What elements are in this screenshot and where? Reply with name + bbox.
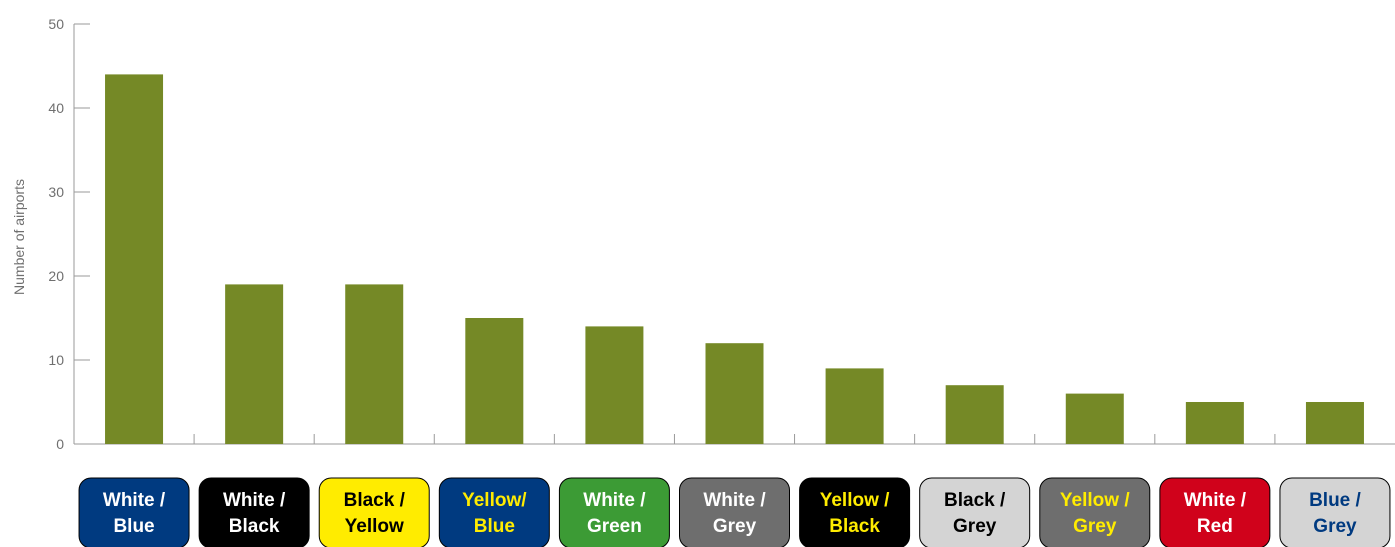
category-badge <box>558 477 670 547</box>
category-label-text: Red <box>1197 516 1233 537</box>
category-label-text: White / <box>103 490 166 511</box>
bar <box>1305 402 1364 444</box>
category-label-text: Grey <box>1073 516 1117 537</box>
category-label: White / Red <box>1159 477 1271 547</box>
category-label-text: Blue <box>474 516 515 537</box>
y-axis-label: Number of airports <box>11 179 27 295</box>
bar <box>105 74 164 445</box>
category-label-text: Yellow/ <box>462 490 527 511</box>
category-labels: White / Blue White / Black Black / Yellow Yell… <box>78 477 1391 547</box>
y-tick-label: 20 <box>48 268 64 284</box>
category-label-text: Grey <box>1313 516 1357 537</box>
category-label-text: Grey <box>953 516 997 537</box>
bar <box>1065 393 1124 444</box>
category-label: Black / Yellow <box>318 477 430 547</box>
category-badge <box>919 477 1031 547</box>
category-label-text: White / <box>1184 490 1247 511</box>
category-label: Yellow/Blue <box>438 477 550 547</box>
category-badge <box>78 477 190 547</box>
category-badge <box>679 477 790 547</box>
category-label: Blue / Grey <box>1279 477 1391 547</box>
category-badge <box>318 477 430 547</box>
bar <box>1185 402 1244 444</box>
category-label-text: Yellow / <box>1060 490 1130 511</box>
category-badge <box>1159 477 1271 547</box>
category-label-text: White / <box>583 490 646 511</box>
category-label: Yellow / Black <box>799 477 911 547</box>
bar <box>945 385 1004 444</box>
category-label: Black / Grey <box>919 477 1031 547</box>
category-badge <box>198 477 310 547</box>
category-badge <box>438 477 550 547</box>
category-label-text: Grey <box>713 516 757 537</box>
category-label-text: Black / <box>344 490 406 511</box>
bar <box>465 318 524 444</box>
category-label-text: White / <box>223 490 286 511</box>
category-label-text: Yellow <box>345 516 404 537</box>
category-label: White / Grey <box>679 477 790 547</box>
bars <box>105 74 1364 445</box>
category-label: White / Black <box>198 477 310 547</box>
category-label-text: Green <box>587 516 642 537</box>
category-label-text: Black <box>229 516 280 537</box>
y-axis: 0 10 20 30 40 50 <box>48 16 90 452</box>
bar <box>825 368 884 444</box>
bar <box>585 326 644 444</box>
bar <box>705 343 764 444</box>
category-badge <box>1039 477 1151 547</box>
y-tick-label: 10 <box>48 352 64 368</box>
y-tick-label: 30 <box>48 184 64 200</box>
category-label-text: Blue <box>113 516 154 537</box>
category-label: White / Blue <box>78 477 190 547</box>
category-label-text: Black <box>829 516 880 537</box>
category-label-text: Yellow / <box>820 490 890 511</box>
category-badge <box>1279 477 1391 547</box>
category-label: White / Green <box>558 477 670 547</box>
category-label-text: Blue / <box>1309 490 1361 511</box>
category-label-text: Black / <box>944 490 1006 511</box>
category-label-text: White / <box>703 490 766 511</box>
category-label: Yellow / Grey <box>1039 477 1151 547</box>
bar <box>345 284 404 444</box>
y-tick-label: 0 <box>56 436 64 452</box>
bar <box>225 284 284 444</box>
y-tick-label: 40 <box>48 100 64 116</box>
category-badge <box>799 477 911 547</box>
y-tick-label: 50 <box>48 16 64 32</box>
